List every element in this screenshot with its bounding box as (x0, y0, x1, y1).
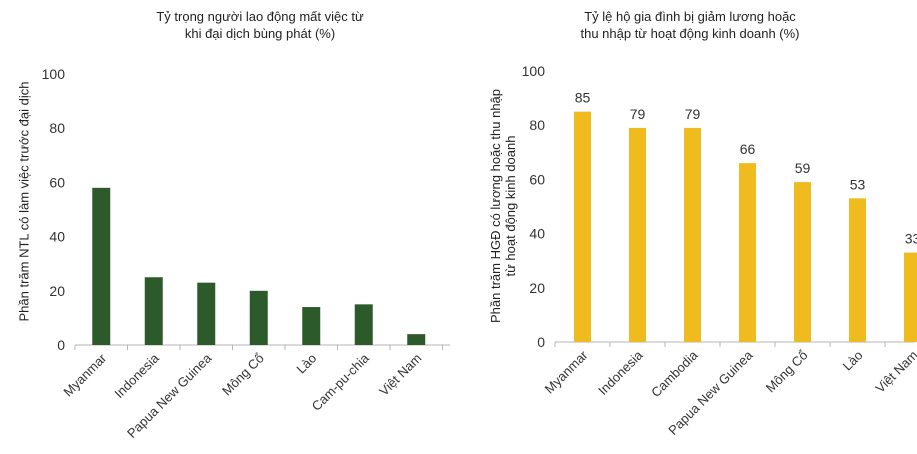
right-chart-x-tick-label: Lào (840, 348, 866, 374)
right-chart-x-tick-label: Mông Cổ (763, 348, 811, 396)
right-chart-y-tick-label: 0 (537, 334, 545, 350)
right-chart-x-tick-label: Myanmar (542, 347, 591, 396)
left-chart-y-tick-label: 0 (57, 337, 65, 353)
left-chart-bar (197, 282, 216, 345)
left-chart-y-tick-label: 60 (49, 174, 65, 190)
right-chart-title: Tỷ lệ hộ gia đình bị giảm lương hoặc thu… (545, 8, 835, 42)
right-chart-data-label: 33 (905, 231, 917, 247)
right-chart-y-tick-label: 80 (529, 117, 545, 133)
right-chart-data-label: 79 (630, 106, 646, 122)
left-chart-y-tick-label: 20 (49, 283, 65, 299)
left-chart-bar (302, 307, 321, 345)
left-chart-bar (354, 304, 373, 345)
left-chart-y-tick-label: 40 (49, 229, 65, 245)
right-chart-data-label: 85 (575, 90, 591, 106)
right-chart-bar (849, 198, 866, 342)
left-chart-x-tick-label: Việt Nam (376, 351, 424, 399)
right-chart-y-tick-label: 60 (529, 171, 545, 187)
left-chart-title: Tỷ trọng người lao động mất việc từ khi … (120, 8, 400, 42)
left-chart-x-tick-label: Lào (293, 351, 319, 377)
right-chart-title-line-1: Tỷ lệ hộ gia đình bị giảm lương hoặc (584, 9, 796, 24)
left-chart-x-tick-label: Indonesia (111, 350, 162, 401)
left-chart-bar (144, 277, 163, 345)
left-chart-title-line-2: khi đại dịch bùng phát (%) (184, 26, 336, 41)
right-chart-bar (904, 252, 917, 342)
right-chart-x-tick-label: Việt Nam (872, 348, 917, 396)
right-chart-bar (739, 163, 756, 342)
left-chart-x-tick-label: Mông Cổ (219, 351, 267, 399)
right-chart-data-label: 59 (795, 160, 811, 176)
right-chart-y-tick-label: 40 (529, 226, 545, 242)
right-chart-y-tick-label: 100 (522, 63, 546, 79)
right-chart-bar (684, 127, 701, 342)
right-chart-data-label: 66 (740, 141, 756, 157)
left-chart-title-line-1: Tỷ trọng người lao động mất việc từ (156, 9, 364, 24)
left-chart-y-tick-label: 100 (42, 66, 66, 82)
right-chart-title-line-2: thu nhập từ hoạt động kinh doanh (%) (580, 26, 800, 41)
right-chart-x-tick-label: Cambodia (648, 347, 701, 400)
right-chart-x-tick-label: Indonesia (595, 347, 646, 398)
left-chart-bar (92, 187, 111, 345)
right-chart-y-tick-label: 20 (529, 280, 545, 296)
right-chart-data-label: 53 (850, 176, 866, 192)
left-chart-x-tick-label: Myanmar (60, 350, 109, 399)
right-chart-data-label: 79 (685, 106, 701, 122)
right-chart-bar (574, 111, 591, 343)
left-chart-bar (407, 334, 426, 345)
left-chart-bar (249, 290, 268, 345)
right-chart-bar (794, 182, 811, 342)
right-chart-bar (629, 127, 646, 342)
left-chart-y-tick-label: 80 (49, 120, 65, 136)
left-chart-x-tick-label: Cam-pu-chia (309, 350, 373, 414)
